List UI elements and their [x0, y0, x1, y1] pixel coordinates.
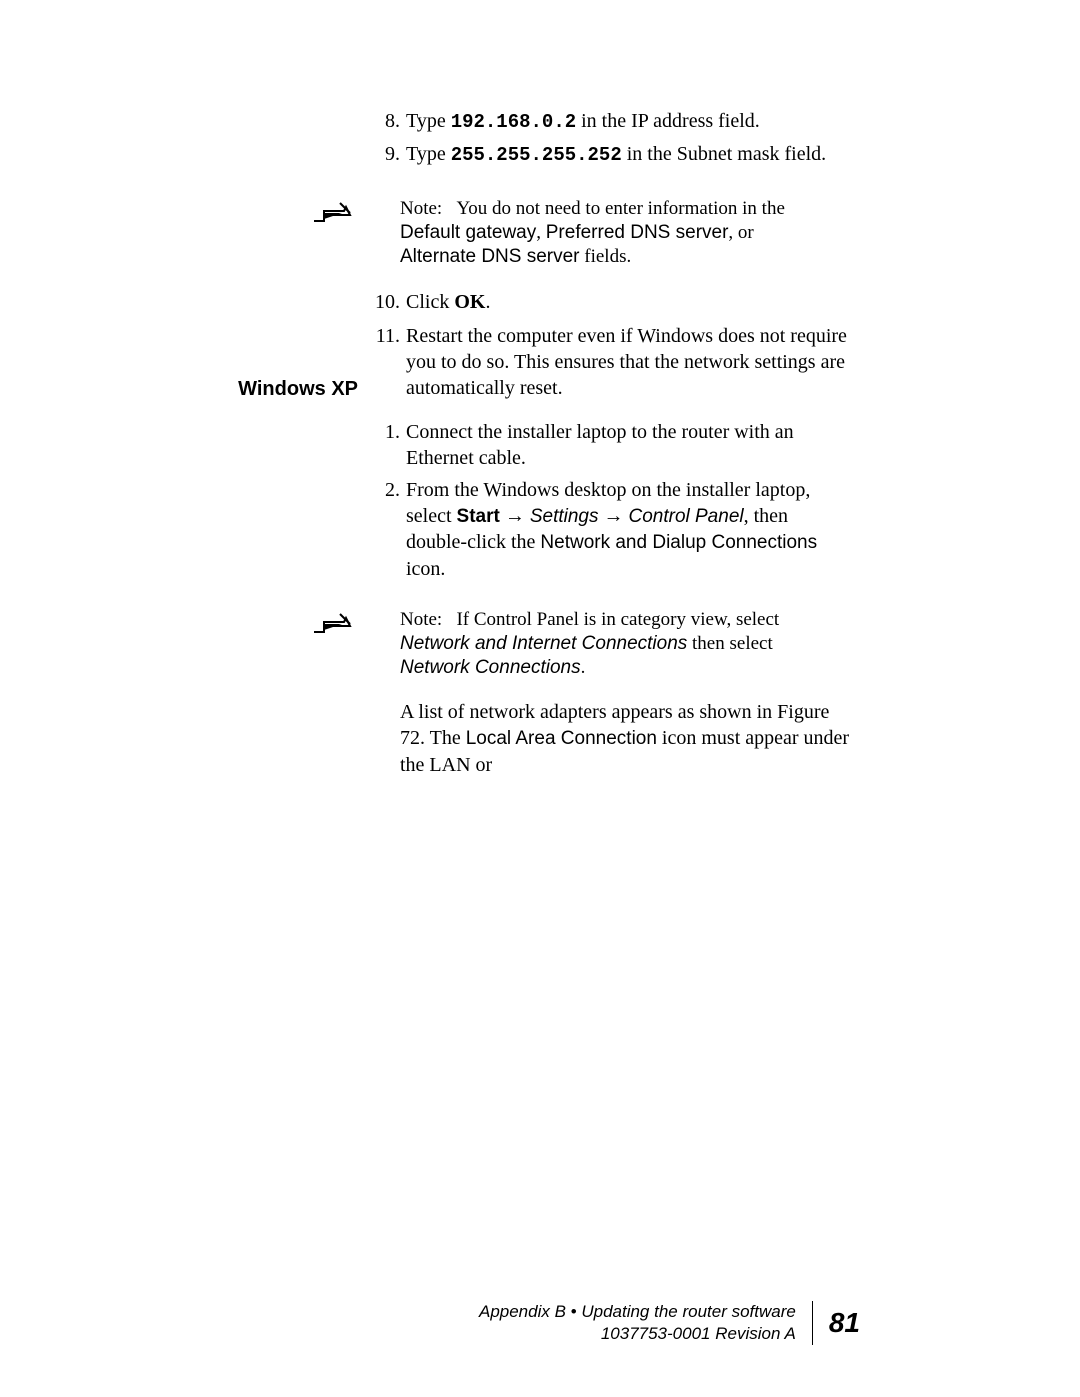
item-body: Type 255.255.255.252 in the Subnet mask …: [406, 141, 840, 168]
bold-text: OK: [454, 291, 485, 313]
text: .: [581, 657, 586, 678]
text: Connect the installer laptop to the rout…: [406, 421, 794, 469]
page-number: 81: [829, 1307, 860, 1339]
note-icon: [310, 197, 400, 268]
list-item: 11. Restart the computer even if Windows…: [362, 323, 850, 401]
text: Type: [406, 110, 451, 132]
text: in the Subnet mask field.: [622, 143, 826, 165]
main-content: 8. Type 192.168.0.2 in the IP address fi…: [250, 108, 850, 778]
ui-term: Local Area Connection: [466, 728, 657, 749]
footer-text: Appendix B • Updating the router softwar…: [479, 1301, 796, 1345]
ui-term: Settings: [530, 506, 599, 527]
text: fields.: [580, 246, 632, 267]
item-number: 8.: [370, 108, 406, 135]
page-footer: Appendix B • Updating the router softwar…: [0, 1301, 1080, 1345]
code-text: 255.255.255.252: [451, 144, 622, 166]
ui-term: Control Panel: [628, 506, 743, 527]
item-body: Connect the installer laptop to the rout…: [406, 419, 850, 471]
item-number: 9.: [370, 141, 406, 168]
text: Click: [406, 291, 454, 313]
note-block: Note: You do not need to enter informati…: [310, 197, 830, 268]
text: in the IP address field.: [576, 110, 760, 132]
text: ,: [536, 222, 546, 243]
footer-line-1: Appendix B • Updating the router softwar…: [479, 1301, 796, 1323]
list-item: 10. Click OK.: [362, 289, 850, 315]
text: then select: [687, 633, 772, 654]
item-body: Restart the computer even if Windows doe…: [406, 323, 850, 401]
item-number: 1.: [370, 419, 406, 471]
note-text: Note: If Control Panel is in category vi…: [400, 608, 830, 679]
list-item: 8. Type 192.168.0.2 in the IP address fi…: [370, 108, 840, 135]
footer-divider: [812, 1301, 813, 1345]
item-number: 2.: [370, 477, 406, 582]
note-icon: [310, 608, 400, 679]
item-number: 10.: [362, 289, 406, 315]
list-item: 9. Type 255.255.255.252 in the Subnet ma…: [370, 141, 840, 168]
ui-term: Alternate DNS server: [400, 246, 580, 267]
footer-line-2: 1037753-0001 Revision A: [479, 1323, 796, 1345]
ui-term: Network Connections: [400, 657, 581, 678]
ui-term: Network and Internet Connections: [400, 633, 687, 654]
ordered-list-1: 8. Type 192.168.0.2 in the IP address fi…: [370, 108, 840, 167]
list-item: 2. From the Windows desktop on the insta…: [370, 477, 850, 582]
text: .: [485, 291, 490, 313]
text: Type: [406, 143, 451, 165]
text: icon.: [406, 558, 445, 580]
note-label: Note:: [400, 198, 442, 219]
ui-term: Preferred DNS server: [546, 222, 729, 243]
arrow: →: [598, 505, 628, 527]
document-page: 8. Type 192.168.0.2 in the IP address fi…: [0, 0, 1080, 1397]
code-text: 192.168.0.2: [451, 111, 576, 133]
list-item: 1. Connect the installer laptop to the r…: [370, 419, 850, 471]
note-text: Note: You do not need to enter informati…: [400, 197, 830, 268]
item-body: Type 192.168.0.2 in the IP address field…: [406, 108, 840, 135]
ordered-list-2: 1. Connect the installer laptop to the r…: [370, 419, 850, 582]
text: , or: [728, 222, 753, 243]
text: If Control Panel is in category view, se…: [456, 609, 779, 630]
note-block: Note: If Control Panel is in category vi…: [310, 608, 830, 679]
ui-term: Network and Dialup Connections: [540, 532, 817, 553]
item-body: From the Windows desktop on the installe…: [406, 477, 850, 582]
section-heading: Windows XP: [0, 376, 358, 402]
arrow: →: [500, 505, 530, 527]
ui-term: Default gateway: [400, 222, 536, 243]
text: You do not need to enter information in …: [456, 198, 784, 219]
text: Restart the computer even if Windows doe…: [406, 325, 847, 399]
item-body: Click OK.: [406, 289, 850, 315]
note-label: Note:: [400, 609, 442, 630]
ordered-list-1b: 10. Click OK. 11. Restart the computer e…: [362, 289, 850, 401]
paragraph: A list of network adapters appears as sh…: [400, 699, 850, 778]
item-number: 11.: [362, 323, 406, 401]
ui-term: Start: [457, 506, 500, 527]
